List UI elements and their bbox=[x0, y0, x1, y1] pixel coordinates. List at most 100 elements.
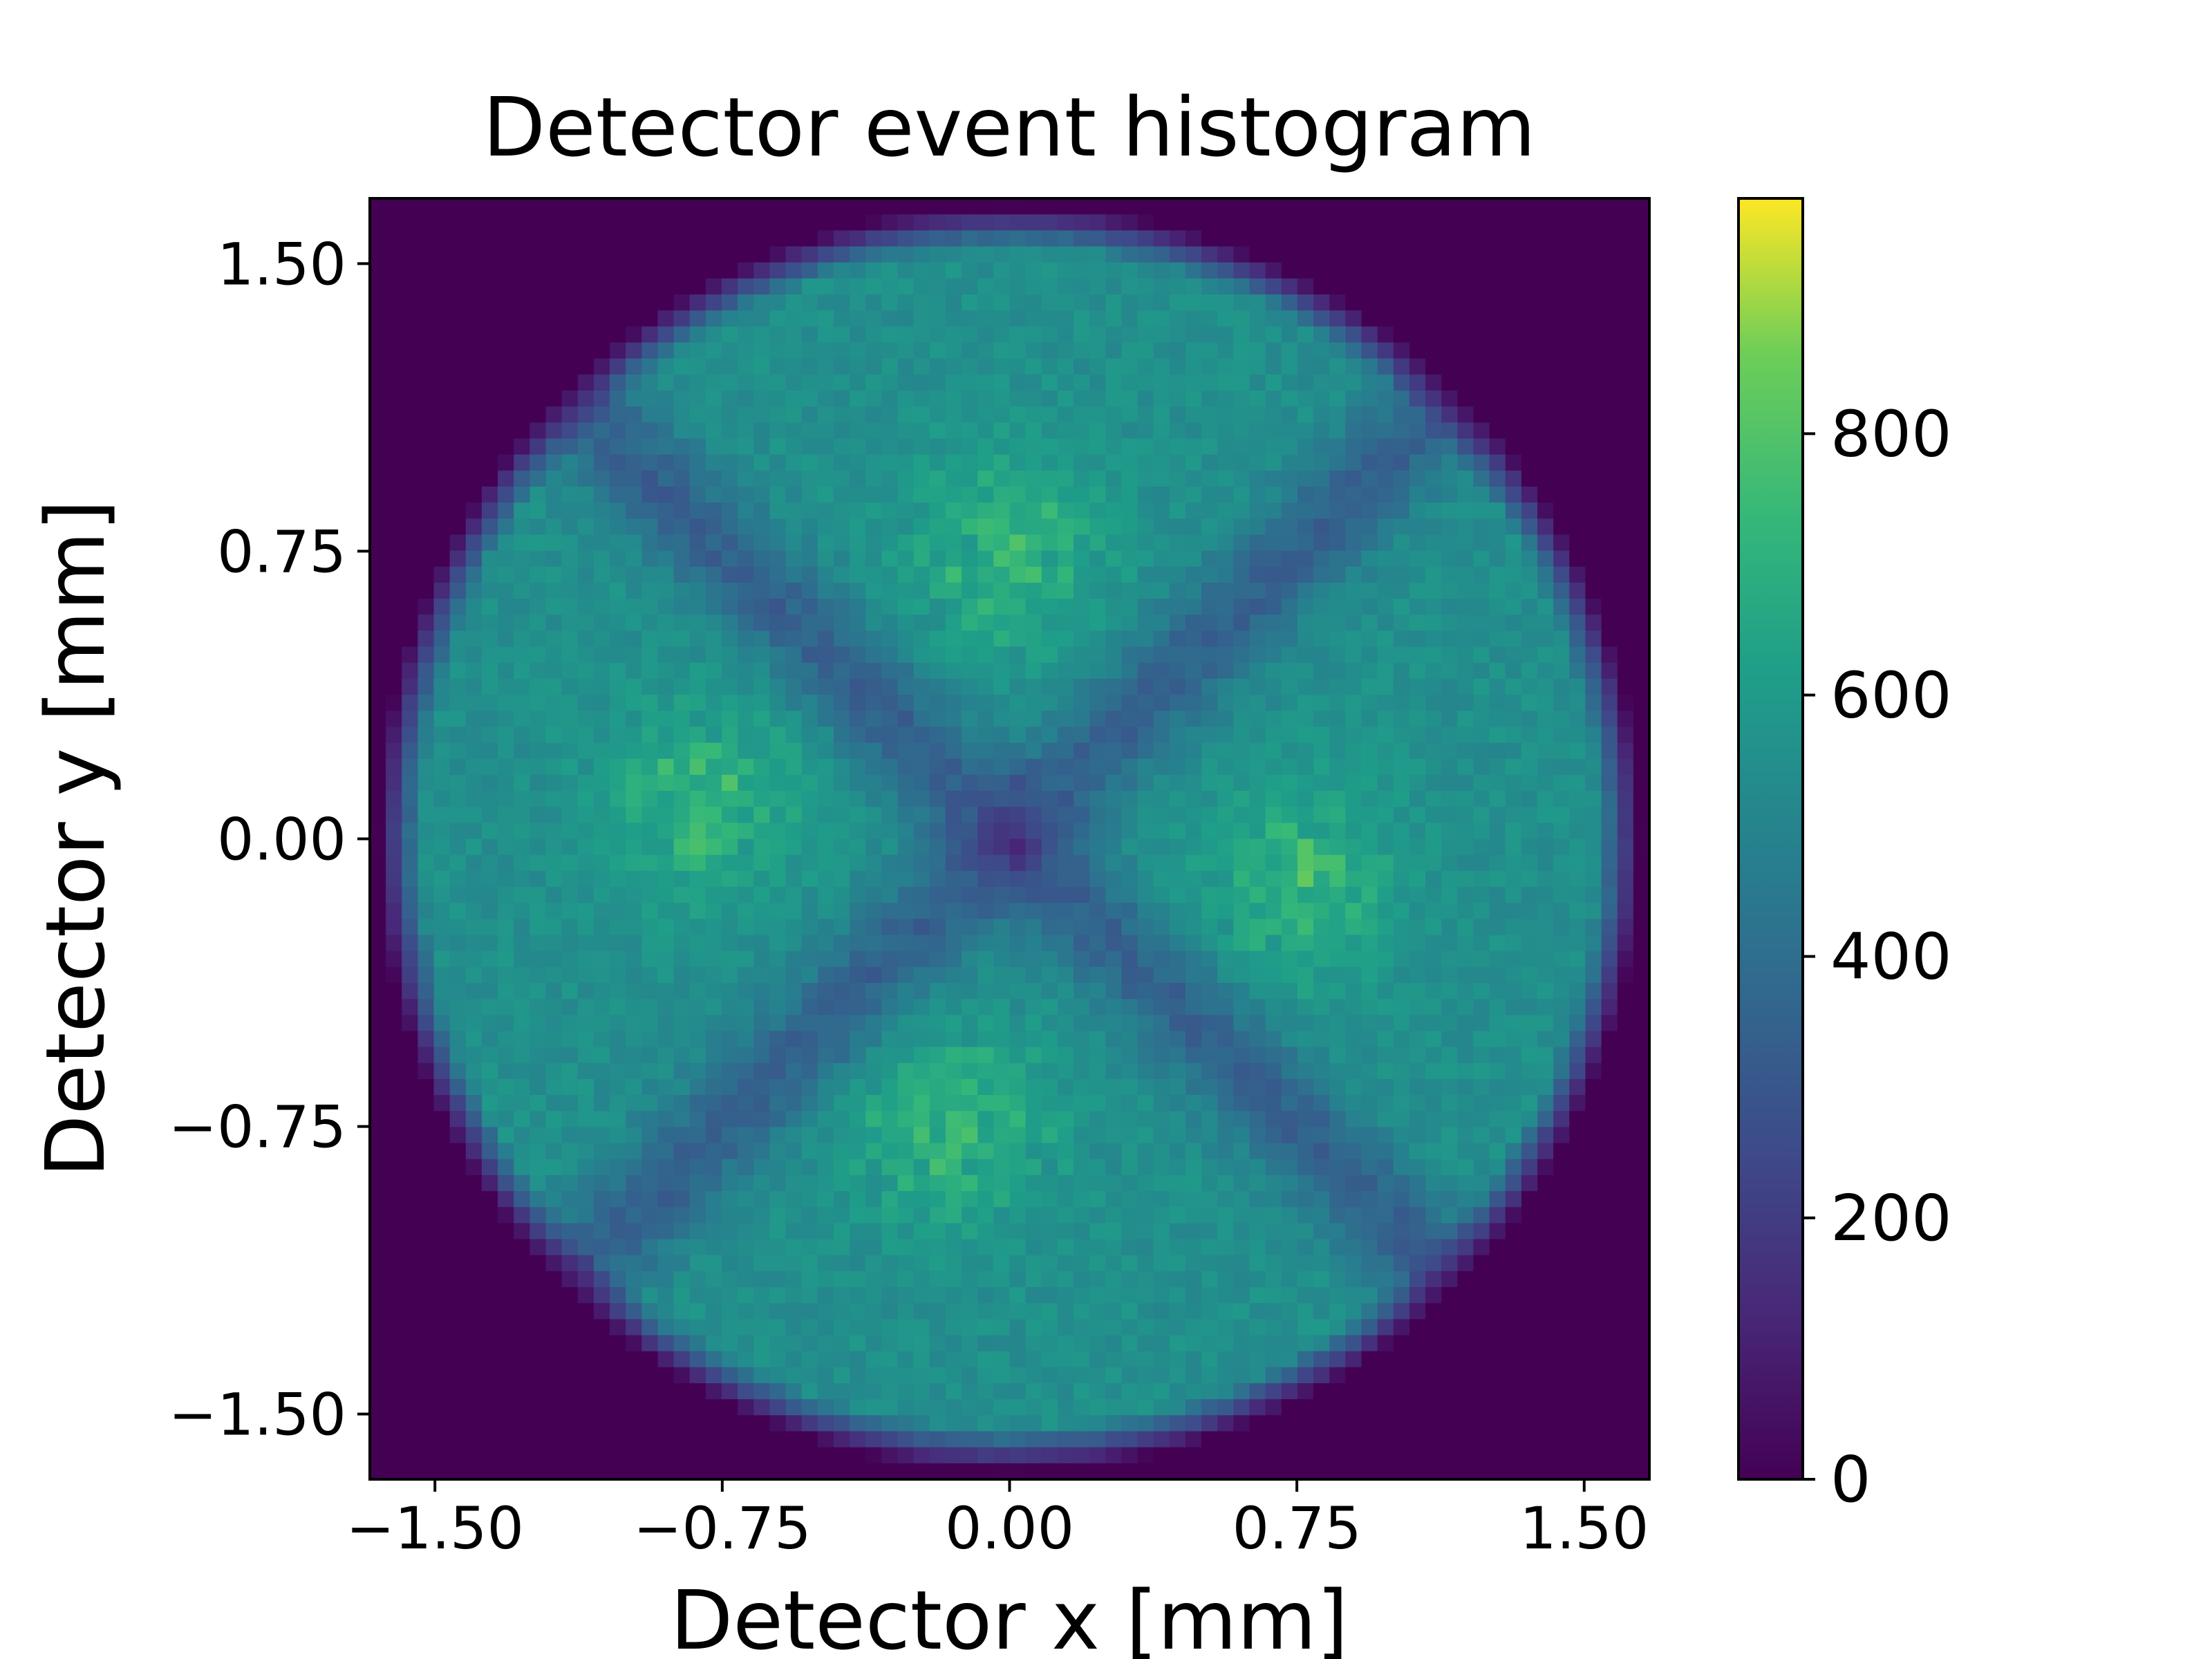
heatmap-cell bbox=[561, 278, 579, 295]
heatmap-cell bbox=[865, 695, 882, 711]
heatmap-cell bbox=[514, 615, 530, 631]
heatmap-cell bbox=[1633, 422, 1649, 440]
heatmap-cell bbox=[561, 1062, 579, 1080]
heatmap-cell bbox=[673, 1143, 691, 1160]
heatmap-cell bbox=[977, 326, 994, 344]
heatmap-cell bbox=[1121, 310, 1138, 327]
heatmap-cell bbox=[386, 791, 402, 807]
heatmap-cell bbox=[865, 1015, 882, 1032]
heatmap-cell bbox=[1409, 678, 1426, 695]
heatmap-cell bbox=[1505, 374, 1522, 391]
heatmap-cell bbox=[1425, 1159, 1442, 1176]
heatmap-cell bbox=[673, 742, 691, 760]
heatmap-cell bbox=[657, 278, 675, 295]
heatmap-cell bbox=[498, 678, 514, 695]
heatmap-cell bbox=[433, 982, 451, 1000]
heatmap-cell bbox=[545, 198, 563, 215]
heatmap-cell bbox=[626, 982, 642, 1000]
heatmap-cell bbox=[1521, 534, 1538, 552]
heatmap-cell bbox=[689, 1159, 706, 1176]
heatmap-cell bbox=[1009, 503, 1027, 519]
heatmap-cell bbox=[610, 294, 626, 311]
heatmap-cell bbox=[561, 534, 579, 552]
heatmap-cell bbox=[402, 646, 419, 664]
heatmap-cell bbox=[1585, 1031, 1602, 1048]
heatmap-cell bbox=[865, 823, 882, 840]
heatmap-cell bbox=[850, 422, 866, 440]
heatmap-cell bbox=[433, 886, 451, 903]
heatmap-cell bbox=[1089, 982, 1106, 1000]
heatmap-cell bbox=[785, 1031, 803, 1048]
heatmap-cell bbox=[1441, 823, 1458, 840]
heatmap-cell bbox=[1313, 550, 1330, 568]
heatmap-cell bbox=[1153, 470, 1170, 487]
heatmap-cell bbox=[1009, 1111, 1027, 1128]
heatmap-cell bbox=[833, 1095, 850, 1112]
heatmap-cell bbox=[1409, 454, 1426, 471]
heatmap-cell bbox=[545, 774, 563, 791]
heatmap-cell bbox=[738, 406, 754, 423]
heatmap-cell bbox=[1297, 454, 1314, 471]
heatmap-cell bbox=[561, 1143, 579, 1160]
heatmap-cell bbox=[962, 807, 978, 823]
heatmap-cell bbox=[913, 230, 930, 247]
heatmap-cell bbox=[1505, 1062, 1522, 1080]
heatmap-cell bbox=[1313, 470, 1330, 487]
heatmap-cell bbox=[1537, 807, 1554, 823]
heatmap-cell bbox=[402, 422, 419, 440]
heatmap-cell bbox=[433, 646, 451, 664]
heatmap-cell bbox=[1233, 982, 1250, 1000]
heatmap-cell bbox=[1553, 630, 1570, 648]
heatmap-cell bbox=[449, 566, 467, 583]
heatmap-cell bbox=[402, 550, 419, 568]
heatmap-cell bbox=[1041, 646, 1058, 664]
heatmap-cell bbox=[753, 1062, 771, 1080]
heatmap-cell bbox=[897, 550, 915, 568]
heatmap-cell bbox=[1121, 358, 1138, 375]
heatmap-cell bbox=[1521, 566, 1538, 583]
heatmap-cell bbox=[1233, 695, 1250, 711]
heatmap-cell bbox=[865, 1062, 882, 1080]
heatmap-cell bbox=[1569, 486, 1586, 503]
heatmap-cell bbox=[673, 966, 691, 984]
heatmap-cell bbox=[1313, 294, 1330, 311]
heatmap-cell bbox=[1089, 503, 1106, 519]
heatmap-cell bbox=[689, 999, 706, 1015]
heatmap-cell bbox=[1201, 630, 1218, 648]
heatmap-cell bbox=[1505, 1078, 1522, 1096]
heatmap-cell bbox=[801, 503, 818, 519]
heatmap-cell bbox=[545, 582, 563, 599]
heatmap-cell bbox=[1121, 662, 1138, 679]
heatmap-cell bbox=[1537, 422, 1554, 440]
heatmap-cell bbox=[1105, 886, 1123, 903]
heatmap-cell bbox=[753, 438, 771, 456]
heatmap-cell bbox=[769, 758, 787, 776]
heatmap-cell bbox=[1105, 1127, 1123, 1144]
heatmap-cell bbox=[1345, 646, 1362, 664]
heatmap-cell bbox=[962, 919, 978, 936]
heatmap-cell bbox=[593, 390, 610, 407]
heatmap-cell bbox=[529, 294, 547, 311]
heatmap-cell bbox=[465, 838, 482, 856]
heatmap-cell bbox=[514, 1095, 530, 1112]
heatmap-cell bbox=[1505, 406, 1522, 423]
heatmap-cell bbox=[1505, 1111, 1522, 1128]
heatmap-cell bbox=[1329, 550, 1346, 568]
heatmap-cell bbox=[1281, 390, 1298, 407]
heatmap-cell bbox=[1201, 310, 1218, 327]
heatmap-cell bbox=[1169, 919, 1186, 936]
heatmap-cell bbox=[561, 198, 579, 215]
heatmap-cell bbox=[1009, 791, 1027, 807]
heatmap-cell bbox=[370, 678, 386, 695]
heatmap-cell bbox=[1009, 982, 1027, 1000]
heatmap-cell bbox=[945, 1127, 962, 1144]
heatmap-cell bbox=[1297, 807, 1314, 823]
heatmap-cell bbox=[1041, 310, 1058, 327]
heatmap-cell bbox=[689, 503, 706, 519]
heatmap-cell bbox=[817, 582, 834, 599]
heatmap-cell bbox=[673, 662, 691, 679]
heatmap-cell bbox=[418, 438, 435, 456]
heatmap-cell bbox=[514, 454, 530, 471]
heatmap-cell bbox=[1313, 823, 1330, 840]
heatmap-cell bbox=[433, 1111, 451, 1128]
